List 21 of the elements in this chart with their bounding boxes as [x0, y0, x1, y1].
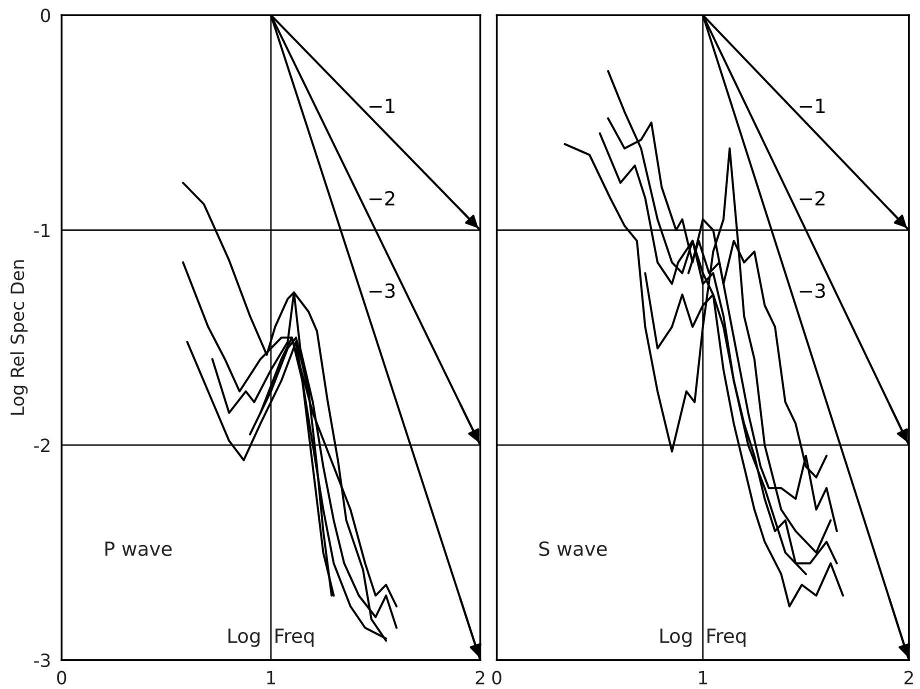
x-tick-label: 2	[476, 670, 484, 684]
x-axis-title: Log Freq	[660, 628, 746, 647]
y-tick-label: 0	[40, 8, 50, 22]
x-tick-label: 2	[904, 670, 913, 684]
y-tick-label: -3	[34, 654, 50, 668]
series-label: −2	[800, 190, 824, 206]
y-tick-label: -1	[34, 224, 50, 237]
x-tick-label: 0	[492, 670, 502, 684]
y-tick-label: -2	[34, 438, 50, 452]
x-tick-label: 0	[57, 670, 66, 684]
series-label: −1	[800, 98, 825, 113]
series-label: −3	[800, 283, 825, 298]
x-axis-title: Log Freq	[228, 628, 314, 647]
series-label: −2	[370, 190, 394, 206]
series-label: −3	[370, 283, 395, 298]
y-axis-title: Log Rel Spec Den	[10, 260, 28, 415]
series-label: −1	[370, 98, 394, 113]
x-tick-label: 1	[699, 671, 707, 684]
annotation: P wave	[105, 542, 172, 556]
x-tick-label: 1	[267, 671, 276, 684]
annotation: S wave	[539, 541, 607, 556]
